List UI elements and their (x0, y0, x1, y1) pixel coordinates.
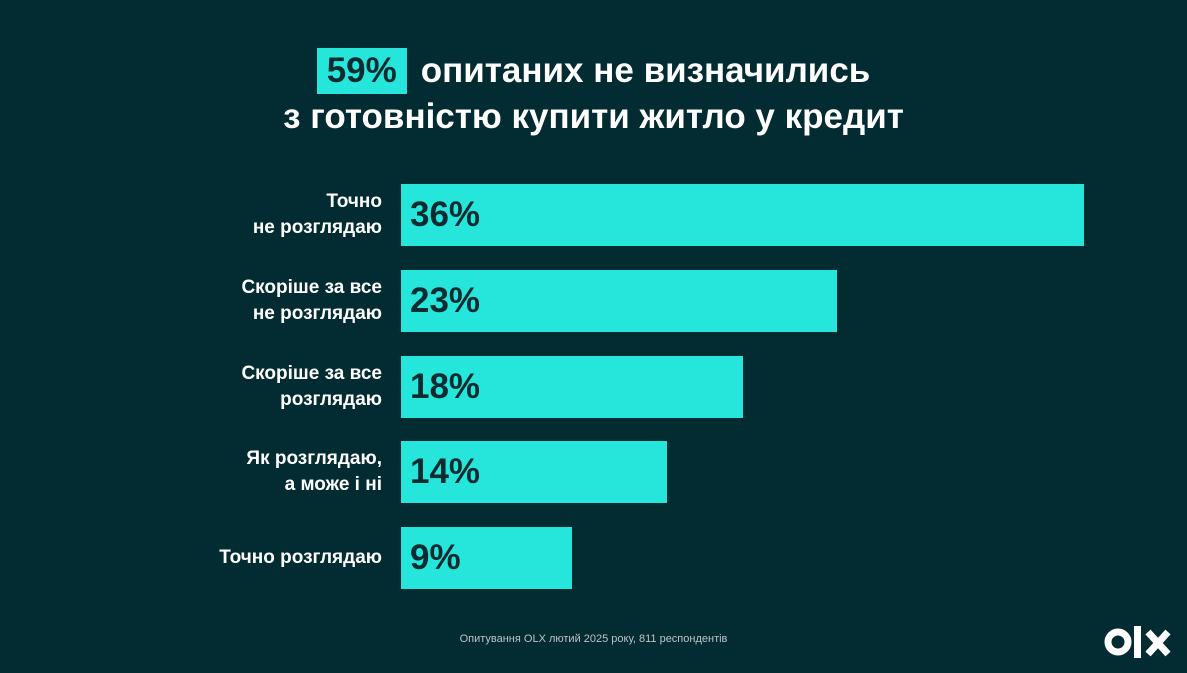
category-label: Точно розглядаю (219, 547, 382, 569)
logo-l (1134, 626, 1141, 658)
category-label: Як розглядаю, а може і ні (246, 448, 382, 496)
title-block: 59% опитаних не визначились з готовністю … (0, 48, 1187, 140)
bar (401, 527, 572, 590)
category-label: Точно не розглядаю (252, 191, 382, 238)
logo-x (1145, 629, 1171, 657)
bar (401, 355, 743, 418)
logo (1104, 626, 1171, 658)
bar (401, 269, 838, 332)
value-label: 36% (410, 195, 481, 234)
bar (401, 441, 667, 504)
category-label: Скоріше за все не розглядаю (241, 276, 382, 324)
title-highlight: 59% (316, 48, 407, 94)
value-label: 14% (410, 452, 481, 492)
category-label: Скоріше за все розглядаю (241, 362, 382, 410)
bar (401, 184, 1084, 246)
value-label: 18% (410, 366, 481, 406)
logo-o (1104, 628, 1132, 656)
value-label: 9% (410, 538, 461, 578)
value-label: 23% (410, 280, 481, 320)
chart-title: опитаних не визначились з готовністю куп… (283, 51, 904, 136)
footnote: Опитування OLX лютий 2025 року, 811 респ… (459, 633, 728, 645)
